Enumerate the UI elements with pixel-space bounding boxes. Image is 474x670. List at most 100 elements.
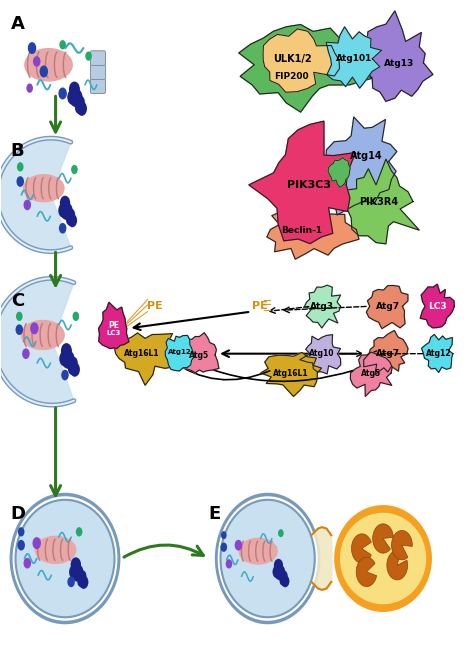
- Circle shape: [71, 165, 78, 174]
- Polygon shape: [341, 159, 419, 244]
- Circle shape: [30, 322, 38, 334]
- Polygon shape: [304, 285, 341, 328]
- Text: Atg7: Atg7: [376, 302, 400, 311]
- Circle shape: [27, 84, 33, 93]
- Circle shape: [70, 362, 80, 377]
- Text: Atg5: Atg5: [189, 351, 210, 360]
- Polygon shape: [420, 284, 455, 328]
- Polygon shape: [0, 278, 74, 405]
- Polygon shape: [366, 285, 408, 328]
- FancyBboxPatch shape: [91, 51, 106, 66]
- Circle shape: [28, 42, 36, 54]
- Circle shape: [77, 576, 85, 587]
- Wedge shape: [352, 534, 371, 563]
- Circle shape: [71, 557, 81, 572]
- Circle shape: [274, 565, 285, 580]
- Text: FIP200: FIP200: [274, 72, 309, 80]
- Circle shape: [17, 162, 24, 172]
- Text: PIK3C3: PIK3C3: [287, 180, 331, 190]
- Circle shape: [17, 176, 24, 187]
- Circle shape: [68, 362, 76, 375]
- Circle shape: [280, 576, 287, 586]
- Polygon shape: [181, 333, 219, 373]
- Ellipse shape: [220, 500, 315, 617]
- Wedge shape: [373, 524, 393, 553]
- Text: LC3: LC3: [428, 302, 447, 311]
- Circle shape: [24, 558, 31, 569]
- Text: PE: PE: [108, 321, 119, 330]
- Circle shape: [60, 202, 73, 220]
- Text: LC3: LC3: [106, 330, 121, 336]
- Circle shape: [59, 351, 70, 366]
- Circle shape: [69, 82, 80, 97]
- Polygon shape: [326, 117, 397, 215]
- Text: C: C: [11, 291, 24, 310]
- Ellipse shape: [25, 49, 72, 81]
- Text: Atg3: Atg3: [310, 302, 334, 311]
- Polygon shape: [350, 352, 392, 397]
- Circle shape: [39, 66, 48, 78]
- Ellipse shape: [16, 500, 115, 617]
- Ellipse shape: [239, 539, 277, 564]
- Polygon shape: [421, 334, 453, 373]
- Circle shape: [24, 200, 31, 210]
- Text: Atg101: Atg101: [336, 54, 372, 63]
- Polygon shape: [263, 29, 339, 92]
- Text: Atg12: Atg12: [426, 349, 451, 358]
- Polygon shape: [249, 121, 356, 244]
- Text: Atg14: Atg14: [350, 151, 383, 161]
- Circle shape: [67, 208, 75, 220]
- Ellipse shape: [218, 496, 318, 621]
- Ellipse shape: [215, 492, 320, 624]
- Circle shape: [18, 527, 25, 537]
- Circle shape: [281, 575, 290, 587]
- Text: A: A: [11, 15, 25, 33]
- Text: Atg10: Atg10: [309, 349, 335, 358]
- Circle shape: [33, 537, 41, 549]
- Circle shape: [62, 350, 75, 369]
- Circle shape: [61, 370, 69, 381]
- Circle shape: [69, 356, 78, 369]
- Ellipse shape: [24, 175, 64, 202]
- Circle shape: [59, 40, 66, 50]
- Wedge shape: [392, 531, 412, 560]
- Text: ULK1/2: ULK1/2: [273, 54, 312, 64]
- Circle shape: [73, 312, 79, 321]
- Ellipse shape: [22, 321, 64, 349]
- Text: Atg5: Atg5: [361, 369, 382, 378]
- Ellipse shape: [336, 507, 430, 610]
- Text: PE: PE: [146, 302, 163, 312]
- Polygon shape: [239, 25, 372, 112]
- Circle shape: [75, 102, 83, 114]
- Text: D: D: [11, 505, 26, 523]
- Polygon shape: [114, 333, 181, 385]
- Polygon shape: [165, 336, 195, 371]
- Polygon shape: [328, 157, 350, 188]
- Ellipse shape: [9, 492, 120, 624]
- Circle shape: [220, 543, 227, 552]
- Circle shape: [281, 571, 288, 581]
- Circle shape: [274, 559, 283, 572]
- Text: PIK3R4: PIK3R4: [359, 196, 398, 206]
- Circle shape: [69, 565, 80, 580]
- Circle shape: [226, 559, 232, 569]
- Circle shape: [33, 56, 40, 67]
- Polygon shape: [99, 302, 129, 348]
- Circle shape: [221, 531, 227, 539]
- Circle shape: [61, 343, 72, 358]
- Circle shape: [58, 88, 67, 99]
- Circle shape: [67, 576, 75, 587]
- Circle shape: [60, 196, 70, 210]
- FancyBboxPatch shape: [91, 79, 106, 94]
- Circle shape: [16, 312, 23, 321]
- Ellipse shape: [341, 513, 426, 604]
- Polygon shape: [261, 352, 321, 397]
- Wedge shape: [356, 557, 377, 586]
- Wedge shape: [387, 551, 408, 580]
- Ellipse shape: [36, 537, 76, 563]
- Text: Atg16L1: Atg16L1: [273, 369, 309, 378]
- Text: Atg12: Atg12: [168, 348, 191, 354]
- Circle shape: [77, 101, 87, 116]
- Text: E: E: [209, 505, 221, 523]
- Circle shape: [59, 223, 66, 234]
